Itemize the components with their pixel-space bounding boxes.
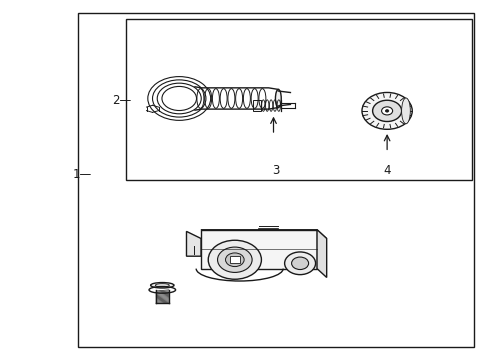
Polygon shape: [201, 230, 316, 269]
Circle shape: [361, 93, 411, 129]
Circle shape: [291, 257, 308, 270]
Circle shape: [225, 253, 244, 266]
Bar: [252, 100, 261, 111]
Bar: [229, 256, 239, 263]
Ellipse shape: [275, 89, 281, 108]
Text: 2—: 2—: [111, 94, 131, 107]
Circle shape: [208, 240, 261, 279]
Circle shape: [217, 247, 252, 273]
Circle shape: [381, 107, 392, 115]
Bar: [126, 19, 471, 180]
Ellipse shape: [401, 98, 409, 124]
Bar: [78, 13, 473, 347]
Text: 1—: 1—: [73, 168, 92, 181]
Circle shape: [385, 109, 388, 112]
Polygon shape: [201, 230, 326, 238]
Text: 3: 3: [272, 164, 279, 177]
Circle shape: [372, 100, 401, 122]
Polygon shape: [316, 230, 326, 278]
Circle shape: [284, 252, 315, 275]
Polygon shape: [186, 231, 201, 256]
Text: 4: 4: [383, 164, 390, 177]
Ellipse shape: [155, 284, 169, 287]
Ellipse shape: [150, 283, 174, 288]
